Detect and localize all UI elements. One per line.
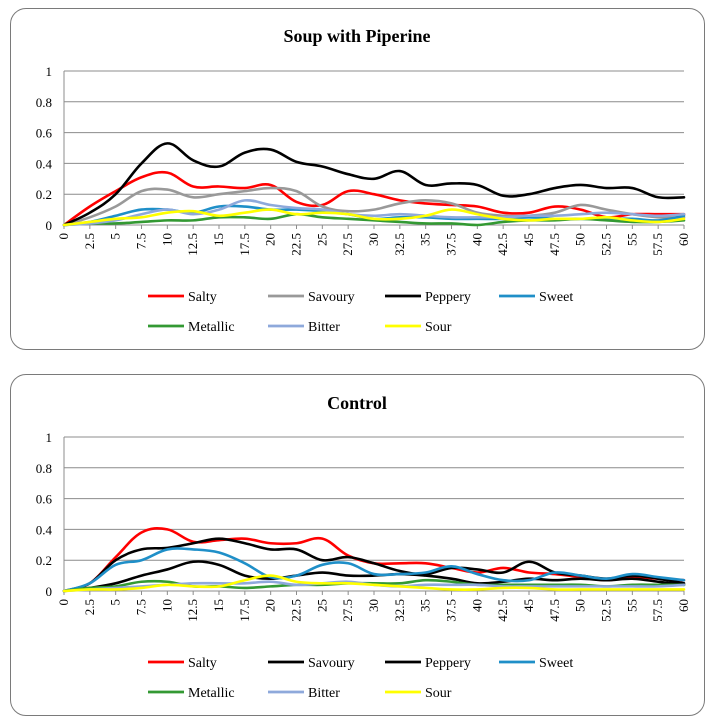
y-tick-label: 1 <box>46 430 53 445</box>
x-tick-label: 57.5 <box>650 233 665 256</box>
x-tick-label: 57.5 <box>650 599 665 622</box>
chart-title: Control <box>327 393 387 413</box>
x-tick-label: 20 <box>263 599 278 612</box>
chart-panel-soup-with-piperine <box>10 8 705 350</box>
x-tick-label: 22.5 <box>289 233 304 256</box>
x-tick-label: 5 <box>108 233 123 240</box>
chart-title: Soup with Piperine <box>283 26 430 46</box>
x-tick-label: 2.5 <box>82 599 97 615</box>
x-tick-label: 30 <box>366 233 381 246</box>
x-tick-label: 27.5 <box>340 233 355 256</box>
x-tick-label: 10 <box>159 233 174 246</box>
y-tick-label: 0.4 <box>36 522 53 537</box>
x-tick-label: 52.5 <box>599 233 614 256</box>
series-line-salty <box>62 170 686 227</box>
legend-label-savoury: Savoury <box>308 656 355 671</box>
x-tick-label: 55 <box>624 233 639 246</box>
series-line-peppery <box>62 142 686 227</box>
x-tick-label: 0 <box>56 233 71 240</box>
x-tick-label: 52.5 <box>599 599 614 622</box>
x-tick-label: 30 <box>366 599 381 612</box>
x-tick-label: 50 <box>573 599 588 612</box>
x-tick-label: 45 <box>521 599 536 612</box>
legend-label-sour: Sour <box>425 686 452 701</box>
x-tick-label: 2.5 <box>82 233 97 249</box>
x-tick-label: 32.5 <box>392 233 407 256</box>
series-line-peppery <box>62 560 686 593</box>
x-tick-label: 37.5 <box>444 599 459 622</box>
x-tick-label: 55 <box>624 599 639 612</box>
x-tick-label: 0 <box>56 599 71 606</box>
legend-label-salty: Salty <box>188 290 217 305</box>
x-tick-label: 35 <box>418 233 433 246</box>
x-tick-label: 40 <box>469 233 484 246</box>
series-line-bitter <box>62 198 686 227</box>
x-tick-label: 15 <box>211 599 226 612</box>
legend-label-savoury: Savoury <box>308 290 355 305</box>
x-tick-label: 7.5 <box>134 599 149 615</box>
y-tick-label: 0.2 <box>36 553 52 568</box>
x-tick-label: 27.5 <box>340 599 355 622</box>
x-tick-label: 50 <box>573 233 588 246</box>
y-tick-label: 0.4 <box>36 156 53 171</box>
x-tick-label: 5 <box>108 599 123 606</box>
legend-label-metallic: Metallic <box>188 686 235 701</box>
legend-label-sweet: Sweet <box>539 290 573 305</box>
x-tick-label: 32.5 <box>392 599 407 622</box>
legend-label-sweet: Sweet <box>539 656 573 671</box>
x-tick-label: 17.5 <box>237 599 252 622</box>
x-tick-label: 7.5 <box>134 233 149 249</box>
x-tick-label: 35 <box>418 599 433 612</box>
series-line-sour <box>62 208 686 227</box>
x-tick-label: 47.5 <box>547 599 562 622</box>
x-tick-label: 10 <box>159 599 174 612</box>
series-line-savoury <box>62 186 686 227</box>
legend-label-metallic: Metallic <box>188 320 235 335</box>
series-line-sour <box>62 574 686 593</box>
legend-label-peppery: Peppery <box>425 290 471 305</box>
y-tick-label: 0.8 <box>36 461 52 476</box>
x-tick-label: 45 <box>521 233 536 246</box>
y-tick-label: 0.2 <box>36 187 52 202</box>
y-tick-label: 1 <box>46 64 53 79</box>
legend-label-bitter: Bitter <box>308 686 340 701</box>
x-tick-label: 47.5 <box>547 233 562 256</box>
x-tick-label: 15 <box>211 233 226 246</box>
y-tick-label: 0 <box>46 218 53 233</box>
x-tick-label: 12.5 <box>185 599 200 622</box>
x-tick-label: 25 <box>314 599 329 612</box>
series-line-sweet <box>62 547 686 593</box>
x-tick-label: 60 <box>676 599 691 612</box>
x-tick-label: 22.5 <box>289 599 304 622</box>
x-tick-label: 25 <box>314 233 329 246</box>
x-tick-label: 37.5 <box>444 233 459 256</box>
x-tick-label: 12.5 <box>185 233 200 256</box>
x-tick-label: 20 <box>263 233 278 246</box>
x-tick-label: 17.5 <box>237 233 252 256</box>
legend-label-salty: Salty <box>188 656 217 671</box>
legend-label-bitter: Bitter <box>308 320 340 335</box>
x-tick-label: 42.5 <box>495 233 510 256</box>
series-line-metallic <box>62 578 686 593</box>
y-tick-label: 0 <box>46 584 53 599</box>
y-tick-label: 0.6 <box>36 492 53 507</box>
y-tick-label: 0.6 <box>36 126 53 141</box>
x-tick-label: 40 <box>469 599 484 612</box>
x-tick-label: 42.5 <box>495 599 510 622</box>
x-tick-label: 60 <box>676 233 691 246</box>
y-tick-label: 0.8 <box>36 95 52 110</box>
legend-label-sour: Sour <box>425 320 452 335</box>
legend-label-peppery: Peppery <box>425 656 471 671</box>
